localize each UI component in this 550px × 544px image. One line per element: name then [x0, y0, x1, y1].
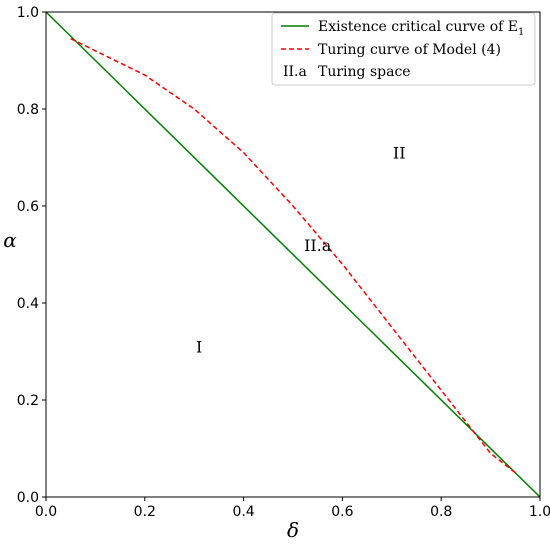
y-tick-label-1: 0.2: [17, 393, 39, 409]
x-tick-label-4: 0.8: [430, 504, 452, 520]
x-tick-label-3: 0.6: [331, 504, 353, 520]
y-axis-label: α: [3, 228, 17, 252]
annotations-layer: I II.a II: [196, 144, 406, 357]
y-tick-label-0: 0.0: [17, 490, 39, 506]
region-label-1: II.a: [304, 236, 332, 255]
y-tick-label-3: 0.6: [17, 199, 39, 215]
y-tick-label-2: 0.4: [17, 296, 39, 312]
legend: Existence critical curve of E1 Turing cu…: [271, 12, 536, 86]
x-tick-label-2: 0.4: [232, 504, 254, 520]
legend-label-turing-space: Turing space: [318, 64, 411, 80]
x-axis-label: δ: [287, 518, 299, 542]
ticks-layer: 0.0 0.2 0.4 0.6 0.8 1.0 0.0 0.2 0.4 0.6 0.8 1.0: [17, 5, 550, 520]
region-label-0: I: [196, 338, 202, 357]
y-tick-label-5: 1.0: [17, 5, 39, 21]
region-label-2: II: [393, 144, 406, 163]
series-line-0: [46, 12, 540, 497]
legend-label-existence: Existence critical curve of E1: [318, 19, 524, 38]
legend-box: [271, 12, 536, 86]
plot-frame: [45, 11, 541, 498]
legend-label-turing: Turing curve of Model (4): [318, 42, 501, 58]
y-tick-label-4: 0.8: [17, 102, 39, 118]
x-tick-label-5: 1.0: [529, 504, 550, 520]
series-line-1: [70, 38, 516, 474]
series-layer: [46, 12, 540, 497]
x-tick-label-1: 0.2: [134, 504, 156, 520]
x-tick-label-0: 0.0: [35, 504, 57, 520]
legend-marker-turing-space: II.a: [283, 64, 307, 80]
